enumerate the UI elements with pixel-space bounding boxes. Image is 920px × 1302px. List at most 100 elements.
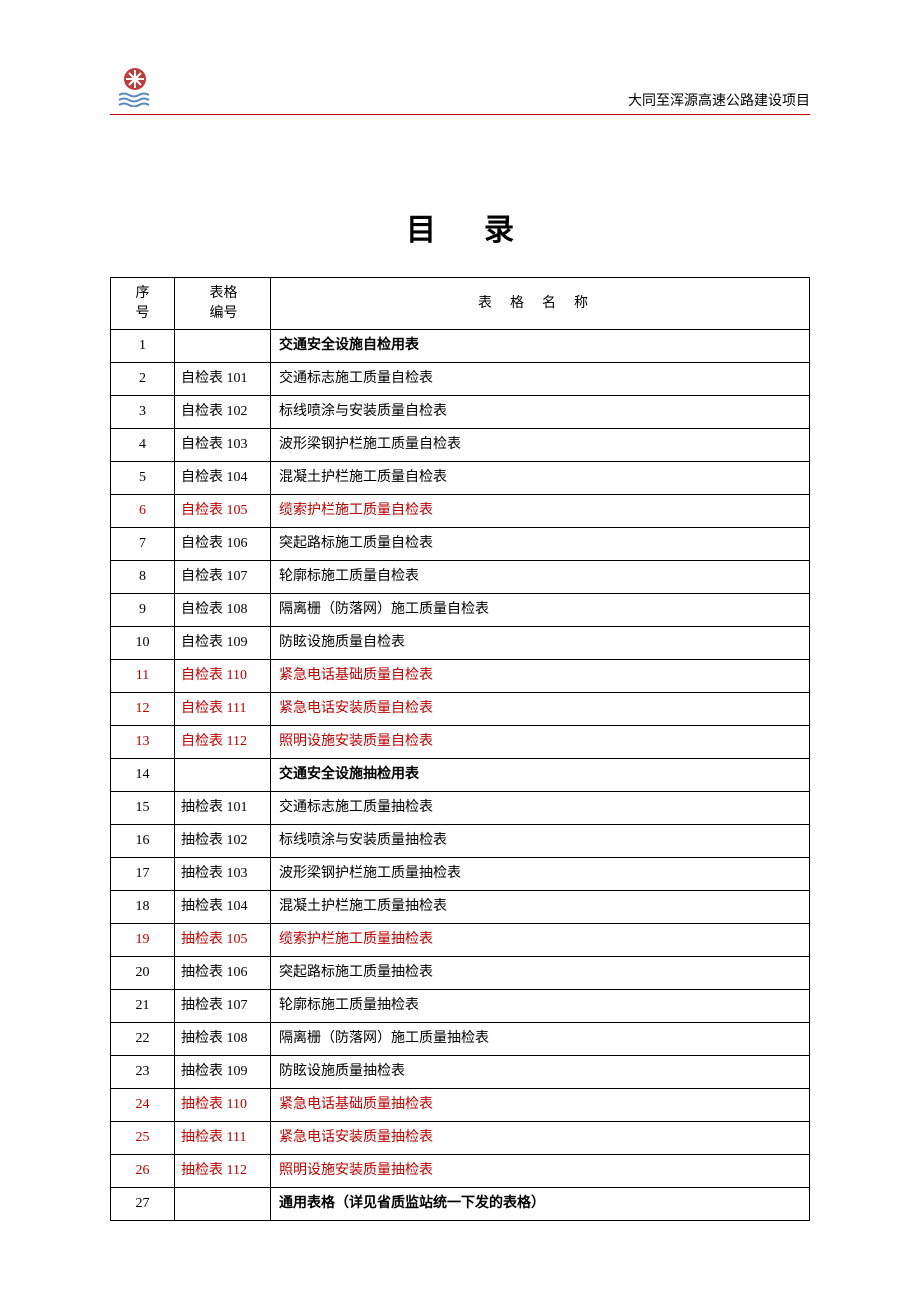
cell-name: 紧急电话基础质量抽检表 xyxy=(271,1089,810,1122)
cell-seq: 13 xyxy=(111,726,175,759)
cell-name: 交通标志施工质量自检表 xyxy=(271,363,810,396)
cell-name: 缆索护栏施工质量自检表 xyxy=(271,495,810,528)
cell-code: 自检表 106 xyxy=(175,528,271,561)
cell-code: 自检表 108 xyxy=(175,594,271,627)
cell-name: 隔离栅（防落网）施工质量自检表 xyxy=(271,594,810,627)
table-row: 27 通用表格（详见省质监站统一下发的表格） xyxy=(111,1188,810,1221)
cell-seq: 3 xyxy=(111,396,175,429)
th-name: 表格名称 xyxy=(271,278,810,330)
cell-seq: 2 xyxy=(111,363,175,396)
cell-code: 抽检表 109 xyxy=(175,1056,271,1089)
cell-code xyxy=(175,330,271,363)
cell-name: 突起路标施工质量自检表 xyxy=(271,528,810,561)
cell-code: 抽检表 108 xyxy=(175,1023,271,1056)
cell-code: 自检表 107 xyxy=(175,561,271,594)
table-row: 5自检表 104混凝土护栏施工质量自检表 xyxy=(111,462,810,495)
cell-name: 标线喷涂与安装质量抽检表 xyxy=(271,825,810,858)
th-code-l2: 编号 xyxy=(210,306,238,321)
cell-name: 紧急电话安装质量自检表 xyxy=(271,693,810,726)
table-row: 9自检表 108隔离栅（防落网）施工质量自检表 xyxy=(111,594,810,627)
table-row: 6自检表 105缆索护栏施工质量自检表 xyxy=(111,495,810,528)
cell-code xyxy=(175,1188,271,1221)
cell-name: 交通安全设施抽检用表 xyxy=(271,759,810,792)
cell-seq: 9 xyxy=(111,594,175,627)
cell-seq: 10 xyxy=(111,627,175,660)
logo-icon xyxy=(110,60,160,110)
table-row: 16抽检表 102标线喷涂与安装质量抽检表 xyxy=(111,825,810,858)
table-row: 21抽检表 107轮廓标施工质量抽检表 xyxy=(111,990,810,1023)
table-row: 25抽检表 111紧急电话安装质量抽检表 xyxy=(111,1122,810,1155)
cell-seq: 11 xyxy=(111,660,175,693)
cell-name: 隔离栅（防落网）施工质量抽检表 xyxy=(271,1023,810,1056)
cell-name: 防眩设施质量自检表 xyxy=(271,627,810,660)
page-header: 大同至浑源高速公路建设项目 xyxy=(110,60,810,115)
table-header-row: 序 号 表格 编号 表格名称 xyxy=(111,278,810,330)
table-row: 10自检表 109防眩设施质量自检表 xyxy=(111,627,810,660)
table-row: 15抽检表 101交通标志施工质量抽检表 xyxy=(111,792,810,825)
cell-seq: 7 xyxy=(111,528,175,561)
table-row: 11自检表 110紧急电话基础质量自检表 xyxy=(111,660,810,693)
table-row: 2自检表 101交通标志施工质量自检表 xyxy=(111,363,810,396)
cell-code: 自检表 102 xyxy=(175,396,271,429)
table-row: 26抽检表 112照明设施安装质量抽检表 xyxy=(111,1155,810,1188)
toc-table: 序 号 表格 编号 表格名称 1交通安全设施自检用表2自检表 101交通标志施工… xyxy=(110,277,810,1221)
cell-seq: 18 xyxy=(111,891,175,924)
cell-code: 抽检表 110 xyxy=(175,1089,271,1122)
page-title: 目录 xyxy=(110,205,810,249)
cell-seq: 12 xyxy=(111,693,175,726)
cell-name: 通用表格（详见省质监站统一下发的表格） xyxy=(271,1188,810,1221)
cell-name: 照明设施安装质量抽检表 xyxy=(271,1155,810,1188)
cell-name: 轮廓标施工质量抽检表 xyxy=(271,990,810,1023)
table-row: 8自检表 107轮廓标施工质量自检表 xyxy=(111,561,810,594)
cell-name: 混凝土护栏施工质量抽检表 xyxy=(271,891,810,924)
cell-name: 交通标志施工质量抽检表 xyxy=(271,792,810,825)
cell-seq: 14 xyxy=(111,759,175,792)
cell-seq: 20 xyxy=(111,957,175,990)
table-row: 12自检表 111紧急电话安装质量自检表 xyxy=(111,693,810,726)
cell-seq: 24 xyxy=(111,1089,175,1122)
table-body: 1交通安全设施自检用表2自检表 101交通标志施工质量自检表3自检表 102标线… xyxy=(111,330,810,1221)
cell-code: 自检表 105 xyxy=(175,495,271,528)
table-row: 22抽检表 108隔离栅（防落网）施工质量抽检表 xyxy=(111,1023,810,1056)
table-row: 24抽检表 110紧急电话基础质量抽检表 xyxy=(111,1089,810,1122)
cell-seq: 27 xyxy=(111,1188,175,1221)
cell-seq: 4 xyxy=(111,429,175,462)
cell-name: 紧急电话安装质量抽检表 xyxy=(271,1122,810,1155)
cell-seq: 22 xyxy=(111,1023,175,1056)
cell-name: 轮廓标施工质量自检表 xyxy=(271,561,810,594)
cell-seq: 1 xyxy=(111,330,175,363)
table-row: 14 交通安全设施抽检用表 xyxy=(111,759,810,792)
th-code-l1: 表格 xyxy=(210,286,238,301)
table-row: 1交通安全设施自检用表 xyxy=(111,330,810,363)
table-row: 4自检表 103波形梁钢护栏施工质量自检表 xyxy=(111,429,810,462)
th-seq: 序 号 xyxy=(111,278,175,330)
cell-seq: 23 xyxy=(111,1056,175,1089)
cell-name: 紧急电话基础质量自检表 xyxy=(271,660,810,693)
cell-name: 标线喷涂与安装质量自检表 xyxy=(271,396,810,429)
page: 大同至浑源高速公路建设项目 目录 序 号 表格 编号 表格名称 1交通安全设施自… xyxy=(0,0,920,1281)
cell-name: 波形梁钢护栏施工质量抽检表 xyxy=(271,858,810,891)
cell-code: 抽检表 101 xyxy=(175,792,271,825)
cell-code: 抽检表 103 xyxy=(175,858,271,891)
cell-seq: 21 xyxy=(111,990,175,1023)
cell-code: 自检表 111 xyxy=(175,693,271,726)
th-code: 表格 编号 xyxy=(175,278,271,330)
cell-seq: 16 xyxy=(111,825,175,858)
cell-name: 突起路标施工质量抽检表 xyxy=(271,957,810,990)
table-row: 18抽检表 104混凝土护栏施工质量抽检表 xyxy=(111,891,810,924)
cell-code: 自检表 112 xyxy=(175,726,271,759)
cell-seq: 17 xyxy=(111,858,175,891)
cell-name: 照明设施安装质量自检表 xyxy=(271,726,810,759)
table-row: 17抽检表 103波形梁钢护栏施工质量抽检表 xyxy=(111,858,810,891)
cell-code: 自检表 103 xyxy=(175,429,271,462)
cell-seq: 19 xyxy=(111,924,175,957)
cell-code: 抽检表 104 xyxy=(175,891,271,924)
cell-code: 抽检表 106 xyxy=(175,957,271,990)
cell-code: 自检表 104 xyxy=(175,462,271,495)
cell-seq: 25 xyxy=(111,1122,175,1155)
cell-code: 抽检表 102 xyxy=(175,825,271,858)
cell-code: 抽检表 105 xyxy=(175,924,271,957)
cell-seq: 6 xyxy=(111,495,175,528)
cell-code: 抽检表 107 xyxy=(175,990,271,1023)
cell-seq: 5 xyxy=(111,462,175,495)
